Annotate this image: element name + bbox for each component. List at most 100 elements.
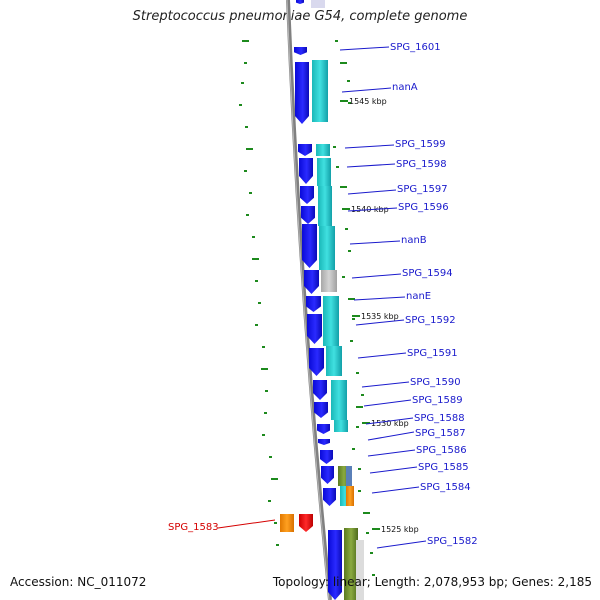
gc-marker (269, 456, 272, 458)
gc-marker (350, 340, 353, 342)
cds-bar[interactable] (340, 486, 350, 506)
tick-label: 1535 kbp (361, 312, 399, 321)
gene-label[interactable]: SPG_1586 (416, 445, 467, 456)
gene-arrow[interactable] (323, 488, 336, 506)
leader-line (353, 296, 406, 301)
cds-bar[interactable] (356, 540, 364, 600)
gene-label[interactable]: SPG_1591 (407, 348, 458, 359)
gene-label[interactable]: SPG_1587 (415, 428, 466, 439)
gene-label[interactable]: nanE (406, 291, 431, 302)
gene-label[interactable]: SPG_1596 (398, 202, 449, 213)
cds-bar[interactable] (326, 346, 342, 376)
gc-marker (340, 62, 347, 64)
gene-arrow[interactable] (317, 424, 330, 434)
gene-label[interactable]: SPG_1592 (405, 315, 456, 326)
gene-arrow[interactable] (301, 206, 315, 224)
gene-label[interactable]: SPG_1601 (390, 42, 441, 53)
gc-marker (246, 214, 249, 216)
cds-bar[interactable] (321, 270, 337, 292)
gene-arrow[interactable] (294, 47, 307, 55)
gene-arrow[interactable] (307, 314, 322, 344)
tick-mark (362, 422, 370, 424)
cds-bar[interactable] (316, 144, 330, 156)
gene-arrow[interactable] (302, 224, 317, 268)
gene-arrow[interactable] (309, 348, 324, 376)
gene-label[interactable]: nanB (401, 235, 427, 246)
gene-label[interactable]: SPG_1589 (412, 395, 463, 406)
gene-labels: SPG_1601 nanA SPG_1599 SPG_1598 SPG_1597 SPG_… (168, 42, 478, 549)
leader-line (351, 273, 402, 279)
gene-label[interactable]: nanA (392, 82, 418, 93)
gene-arrow[interactable] (298, 144, 312, 156)
leader-line (361, 381, 410, 388)
gc-marker (352, 448, 355, 450)
gc-marker (241, 82, 244, 84)
gene-arrow[interactable] (321, 466, 334, 484)
gc-marker (239, 104, 242, 106)
gene-arrow[interactable] (320, 450, 333, 464)
gene-label[interactable]: SPG_1588 (414, 413, 465, 424)
cds-bar[interactable] (318, 186, 332, 226)
leader-line (339, 46, 390, 51)
gc-marker (262, 346, 265, 348)
tick-mark (342, 208, 350, 210)
leader-line (355, 319, 405, 326)
tick-label: 1525 kbp (381, 525, 419, 534)
gc-marker (244, 170, 247, 172)
selected-cds-bar[interactable] (280, 514, 294, 532)
gene-label[interactable]: SPG_1594 (402, 268, 453, 279)
gene-label[interactable]: SPG_1584 (420, 482, 471, 493)
gene-arrow[interactable] (328, 530, 342, 600)
gene-arrow[interactable] (295, 62, 309, 124)
gene-label[interactable]: SPG_1599 (395, 139, 446, 150)
cds-bar-top[interactable] (311, 0, 325, 8)
gene-arrow[interactable] (299, 158, 313, 184)
leader-line (376, 540, 427, 549)
gene-arrow[interactable] (313, 380, 327, 400)
gene-arrow[interactable] (304, 270, 319, 294)
cds-bar[interactable] (312, 60, 328, 122)
gc-marker (335, 40, 338, 42)
genome-title: Streptococcus pneumoniae G54, complete g… (132, 9, 468, 24)
gene-label[interactable]: SPG_1590 (410, 377, 461, 388)
gene-label[interactable]: SPG_1585 (418, 462, 469, 473)
gene-label[interactable]: SPG_1598 (396, 159, 447, 170)
gene-label[interactable]: SPG_1582 (427, 536, 478, 547)
cds-bar[interactable] (334, 420, 348, 432)
cds-bar[interactable] (317, 158, 331, 186)
gene-arrow[interactable] (314, 402, 328, 418)
cds-bar[interactable] (346, 466, 352, 486)
gc-marker (356, 372, 359, 374)
gene-arrow-top[interactable] (296, 0, 304, 4)
gc-marker (348, 298, 355, 300)
leader-line (346, 163, 396, 168)
cds-bar[interactable] (323, 296, 339, 346)
gene-arrow[interactable] (318, 439, 330, 445)
cds-bar[interactable] (319, 226, 335, 270)
gc-marker (352, 318, 355, 320)
leader-line (344, 144, 395, 149)
selected-gene-arrow[interactable] (299, 514, 313, 532)
leader-line (367, 431, 415, 441)
gene-arrow[interactable] (300, 186, 314, 204)
gc-marker (336, 166, 339, 168)
gc-marker (261, 368, 268, 370)
gc-marker (255, 280, 258, 282)
gene-label[interactable]: SPG_1597 (397, 184, 448, 195)
gene-arrow[interactable] (306, 296, 321, 312)
gc-marker (265, 390, 268, 392)
leader-line (341, 87, 392, 93)
gc-marker (333, 146, 336, 148)
cds-bar[interactable] (346, 486, 354, 506)
gc-marker (274, 522, 277, 524)
leader-line (365, 417, 414, 425)
gc-marker (356, 406, 363, 408)
cds-bar[interactable] (331, 380, 347, 420)
gc-marker (345, 228, 348, 230)
leader-line (347, 189, 397, 195)
gene-label[interactable]: SPG_1583 (168, 522, 219, 533)
cds-bar[interactable] (344, 528, 358, 600)
gc-marker (264, 412, 267, 414)
gc-marker (271, 478, 278, 480)
